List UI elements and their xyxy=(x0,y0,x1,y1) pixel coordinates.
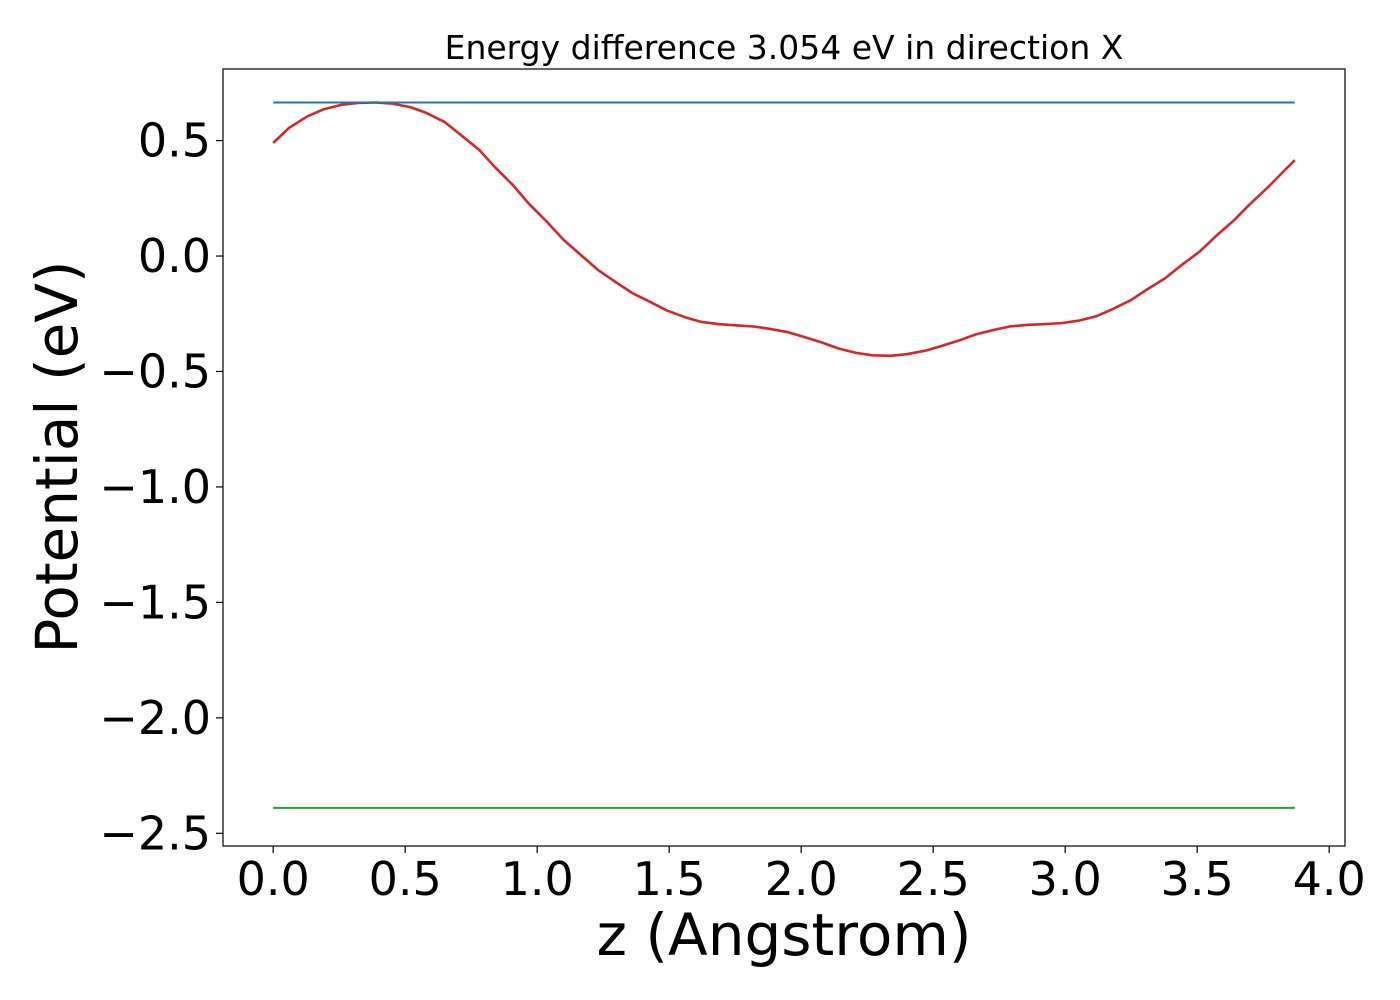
y-axis-label: Potential (eV) xyxy=(23,260,91,653)
y-tick-label: −1.0 xyxy=(99,460,211,514)
x-tick-label: 3.0 xyxy=(1029,852,1102,906)
chart-title: Energy difference 3.054 eV in direction … xyxy=(445,28,1124,67)
x-tick-label: 0.0 xyxy=(237,852,310,906)
x-tick-label: 1.5 xyxy=(633,852,706,906)
x-tick-label: 4.0 xyxy=(1293,852,1366,906)
y-tick-label: −2.5 xyxy=(99,806,211,860)
x-axis-label: z (Angstrom) xyxy=(597,901,972,969)
y-tick-label: 0.0 xyxy=(138,229,211,283)
x-tick-label: 2.5 xyxy=(897,852,970,906)
y-tick-label: 0.5 xyxy=(138,114,211,168)
x-tick-label: 3.5 xyxy=(1161,852,1234,906)
x-tick-label: 2.0 xyxy=(765,852,838,906)
plot-frame xyxy=(222,68,1346,847)
y-tick-label: −2.0 xyxy=(99,691,211,745)
series-line-0 xyxy=(272,101,1296,358)
y-ticks: 0.5 0.0 −0.5 −1.0 −1.5 −2.0 −2.5 xyxy=(99,114,223,860)
series-layer xyxy=(272,101,1296,809)
x-tick-label: 0.5 xyxy=(369,852,442,906)
y-tick-label: −1.5 xyxy=(99,575,211,629)
x-tick-label: 1.0 xyxy=(501,852,574,906)
y-tick-label: −0.5 xyxy=(99,344,211,398)
x-ticks: 0.0 0.5 1.0 1.5 2.0 2.5 3.0 3.5 4.0 xyxy=(237,846,1366,906)
